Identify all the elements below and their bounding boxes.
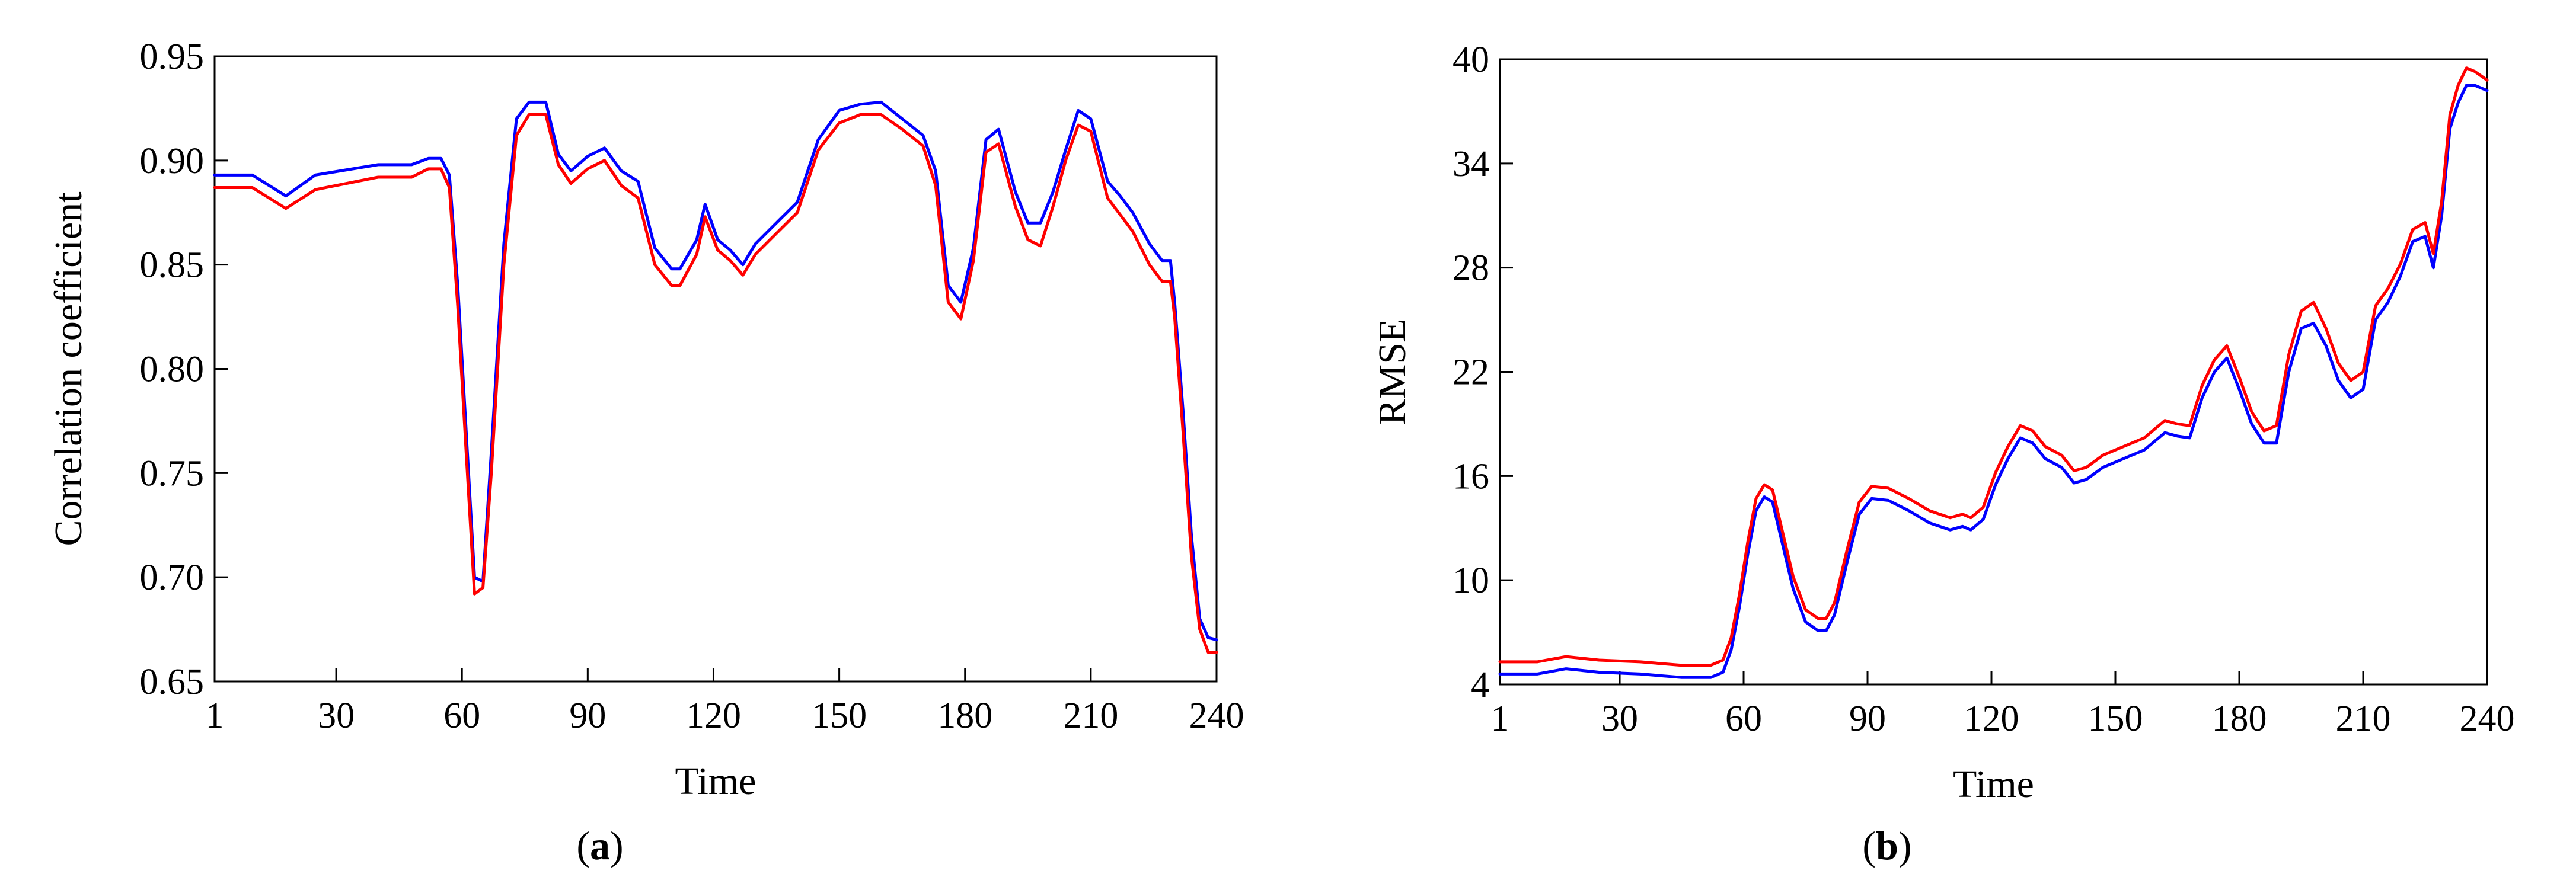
series-line-red (215, 115, 1217, 652)
x-tick-label: 90 (1849, 699, 1886, 739)
chart-panel-a: 1 30 60 90 120 150 180 210 240 0.65 0.70 0.75 0.80 0.… (47, 37, 1244, 868)
chart-panel-b: 1 30 60 90 120 150 180 210 240 4 10 16 22 28 34 40 Time R… (1371, 40, 2515, 868)
x-tick-label: 210 (1063, 696, 1118, 736)
y-tick-label: 0.85 (140, 245, 205, 286)
x-tick-label: 1 (1491, 699, 1509, 739)
series-line-red (1500, 68, 2487, 665)
panel-label: (b) (1862, 823, 1911, 868)
panel-letter: b (1876, 823, 1898, 868)
x-tick-label: 30 (1601, 699, 1638, 739)
y-tick-label: 40 (1453, 40, 1489, 80)
y-axis-title: Correlation coefficient (47, 191, 90, 546)
x-tick-label: 240 (2460, 699, 2515, 739)
y-tick-label: 0.65 (140, 662, 205, 702)
x-tick-label: 120 (686, 696, 741, 736)
series-line-blue (215, 102, 1217, 639)
x-tick-label: 1 (206, 696, 224, 736)
x-axis-title: Time (675, 760, 756, 803)
y-tick-label: 0.95 (140, 37, 205, 77)
panel-label: (a) (576, 823, 623, 868)
x-tick-label: 60 (443, 696, 480, 736)
x-tick-label: 60 (1725, 699, 1762, 739)
x-tick-label: 210 (2336, 699, 2391, 739)
series-line-blue (1500, 85, 2487, 677)
y-tick-label: 0.80 (140, 350, 205, 390)
x-tick-label: 180 (937, 696, 992, 736)
x-tick-label: 90 (569, 696, 606, 736)
x-tick-label: 240 (1189, 696, 1244, 736)
y-axis-title: RMSE (1371, 319, 1414, 425)
y-tick-label: 0.70 (140, 558, 205, 598)
x-tick-label: 120 (1964, 699, 2019, 739)
y-tick-label: 0.75 (140, 453, 205, 494)
panel-letter: a (590, 823, 610, 868)
y-tick-label: 10 (1453, 561, 1489, 601)
y-tick-label: 0.90 (140, 141, 205, 181)
y-tick-label: 4 (1471, 665, 1489, 705)
y-tick-label: 16 (1453, 456, 1489, 497)
x-tick-label: 150 (2088, 699, 2143, 739)
y-tick-label: 28 (1453, 248, 1489, 289)
plot-frame (1500, 59, 2487, 684)
x-axis-title: Time (1953, 763, 2034, 806)
x-tick-label: 150 (812, 696, 867, 736)
x-tick-label: 30 (318, 696, 355, 736)
y-tick-label: 22 (1453, 353, 1489, 393)
y-tick-label: 34 (1453, 144, 1489, 184)
x-tick-label: 180 (2212, 699, 2267, 739)
